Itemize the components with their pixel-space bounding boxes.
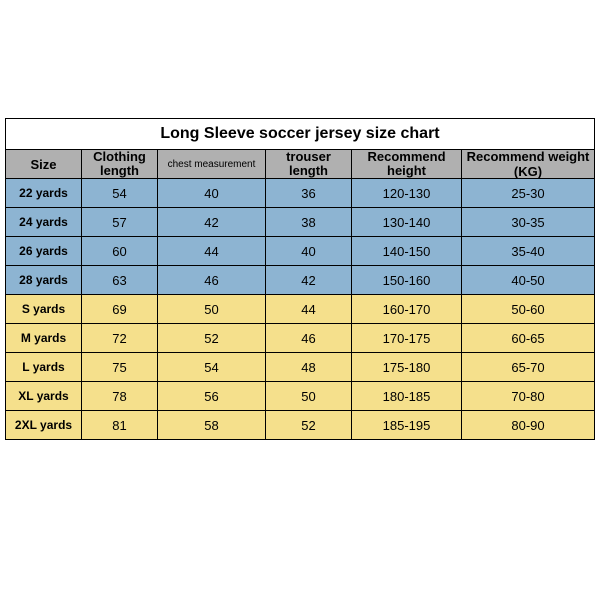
col-weight: Recommend weight (KG) — [462, 150, 594, 178]
chart-title: Long Sleeve soccer jersey size chart — [6, 119, 594, 150]
table-cell: 150-160 — [352, 266, 462, 294]
table-cell: 48 — [266, 353, 352, 381]
table-cell: 60-65 — [462, 324, 594, 352]
col-chest: chest measurement — [158, 150, 266, 178]
table-cell: 40-50 — [462, 266, 594, 294]
table-row: 28 yards634642150-16040-50 — [6, 266, 594, 295]
col-clothing: Clothing length — [82, 150, 158, 178]
table-cell: 58 — [158, 411, 266, 439]
table-cell: 42 — [158, 208, 266, 236]
header-row: Size Clothing length chest measurement t… — [6, 150, 594, 179]
table-cell: 175-180 — [352, 353, 462, 381]
table-cell: 52 — [266, 411, 352, 439]
table-cell: 46 — [158, 266, 266, 294]
table-cell: 63 — [82, 266, 158, 294]
table-row: 22 yards544036120-13025-30 — [6, 179, 594, 208]
table-cell: 28 yards — [6, 266, 82, 294]
table-cell: 54 — [158, 353, 266, 381]
table-cell: 50-60 — [462, 295, 594, 323]
table-row: M yards725246170-17560-65 — [6, 324, 594, 353]
table-cell: 52 — [158, 324, 266, 352]
table-cell: 170-175 — [352, 324, 462, 352]
table-cell: XL yards — [6, 382, 82, 410]
table-cell: 81 — [82, 411, 158, 439]
col-trouser: trouser length — [266, 150, 352, 178]
table-cell: S yards — [6, 295, 82, 323]
table-cell: 40 — [266, 237, 352, 265]
table-cell: 38 — [266, 208, 352, 236]
table-row: 24 yards574238130-14030-35 — [6, 208, 594, 237]
table-cell: 42 — [266, 266, 352, 294]
table-cell: 26 yards — [6, 237, 82, 265]
table-body: 22 yards544036120-13025-3024 yards574238… — [6, 179, 594, 439]
table-cell: 80-90 — [462, 411, 594, 439]
table-row: L yards755448175-18065-70 — [6, 353, 594, 382]
table-cell: 130-140 — [352, 208, 462, 236]
table-cell: 40 — [158, 179, 266, 207]
table-row: 26 yards604440140-15035-40 — [6, 237, 594, 266]
table-cell: 57 — [82, 208, 158, 236]
table-cell: 140-150 — [352, 237, 462, 265]
table-cell: 54 — [82, 179, 158, 207]
table-cell: M yards — [6, 324, 82, 352]
table-cell: 30-35 — [462, 208, 594, 236]
table-cell: 22 yards — [6, 179, 82, 207]
table-cell: 50 — [266, 382, 352, 410]
table-cell: 46 — [266, 324, 352, 352]
table-cell: 50 — [158, 295, 266, 323]
table-cell: 185-195 — [352, 411, 462, 439]
table-cell: 75 — [82, 353, 158, 381]
table-cell: 44 — [158, 237, 266, 265]
table-row: XL yards785650180-18570-80 — [6, 382, 594, 411]
table-cell: 2XL yards — [6, 411, 82, 439]
table-cell: 69 — [82, 295, 158, 323]
table-cell: 36 — [266, 179, 352, 207]
table-cell: 35-40 — [462, 237, 594, 265]
table-cell: 120-130 — [352, 179, 462, 207]
table-cell: 78 — [82, 382, 158, 410]
col-height: Recommend height — [352, 150, 462, 178]
table-cell: 70-80 — [462, 382, 594, 410]
table-row: 2XL yards815852185-19580-90 — [6, 411, 594, 439]
table-cell: 25-30 — [462, 179, 594, 207]
table-cell: 56 — [158, 382, 266, 410]
table-cell: 60 — [82, 237, 158, 265]
table-cell: 44 — [266, 295, 352, 323]
table-cell: 72 — [82, 324, 158, 352]
table-cell: 160-170 — [352, 295, 462, 323]
size-chart: Long Sleeve soccer jersey size chart Siz… — [5, 118, 595, 440]
table-cell: 65-70 — [462, 353, 594, 381]
table-row: S yards695044160-17050-60 — [6, 295, 594, 324]
table-cell: 180-185 — [352, 382, 462, 410]
col-size: Size — [6, 150, 82, 178]
table-cell: L yards — [6, 353, 82, 381]
table-cell: 24 yards — [6, 208, 82, 236]
